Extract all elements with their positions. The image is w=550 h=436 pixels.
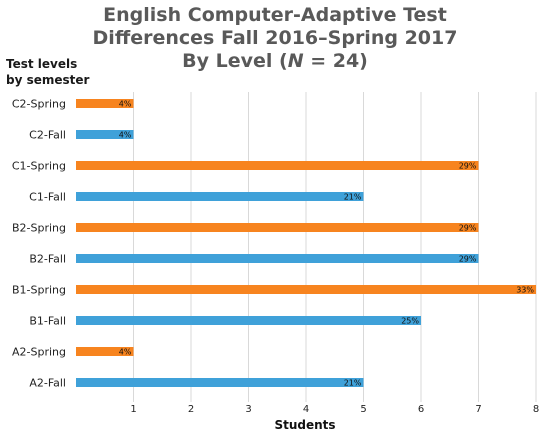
bar-a2-spring bbox=[76, 347, 134, 356]
x-tick-label: 2 bbox=[188, 404, 194, 415]
category-label: C1-Fall bbox=[29, 191, 66, 204]
bar-b2-fall bbox=[76, 254, 479, 263]
category-label: A2-Fall bbox=[29, 377, 66, 390]
data-label: 4% bbox=[119, 348, 132, 357]
bar-c1-spring bbox=[76, 161, 479, 170]
category-labels: C2-Spring C2-Fall C1-Spring C1-Fall B2-Sprin… bbox=[12, 98, 66, 390]
chart-title-line-3-end: = 24) bbox=[303, 50, 368, 72]
chart-title-line-2: Differences Fall 2016–Spring 2017 bbox=[92, 27, 458, 49]
x-tick-labels: 1 2 3 4 5 6 7 8 bbox=[130, 404, 539, 415]
chart-title-n-symbol: N bbox=[287, 50, 304, 72]
bar-c1-fall bbox=[76, 192, 364, 201]
data-label: 25% bbox=[401, 317, 419, 326]
y-axis-label-line-1: Test levels bbox=[6, 57, 78, 71]
gridlines bbox=[133, 92, 537, 402]
category-label: B1-Fall bbox=[29, 315, 66, 328]
chart-title-line-1: English Computer-Adaptive Test bbox=[103, 4, 447, 26]
data-labels: 4% 4% 29% 21% 29% 29% 33% 25% 4% 21% bbox=[119, 100, 535, 388]
bar-a2-fall bbox=[76, 378, 364, 387]
data-label: 21% bbox=[344, 379, 362, 388]
data-label: 21% bbox=[344, 193, 362, 202]
x-tick-label: 8 bbox=[533, 404, 539, 415]
bar-c2-spring bbox=[76, 99, 134, 108]
data-label: 29% bbox=[459, 162, 477, 171]
category-label: C2-Spring bbox=[12, 98, 66, 111]
x-tick-label: 6 bbox=[418, 404, 424, 415]
x-axis-label: Students bbox=[274, 418, 335, 432]
x-tick-label: 7 bbox=[475, 404, 481, 415]
chart-title-line-3: By Level (N = 24) bbox=[0, 50, 550, 73]
bars bbox=[76, 99, 536, 387]
data-label: 4% bbox=[119, 100, 132, 109]
category-label: B2-Fall bbox=[29, 253, 66, 266]
bar-b1-fall bbox=[76, 316, 421, 325]
bar-c2-fall bbox=[76, 130, 134, 139]
x-tick-label: 4 bbox=[303, 404, 309, 415]
chart-title-line-3-start: By Level ( bbox=[182, 50, 288, 72]
x-tick-label: 5 bbox=[360, 404, 366, 415]
data-label: 4% bbox=[119, 131, 132, 140]
bar-b2-spring bbox=[76, 223, 479, 232]
data-label: 29% bbox=[459, 255, 477, 264]
bar-b1-spring bbox=[76, 285, 536, 294]
category-label: B1-Spring bbox=[12, 284, 66, 297]
chart-title: English Computer-Adaptive Test Differenc… bbox=[0, 4, 550, 73]
data-label: 29% bbox=[459, 224, 477, 233]
category-label: C1-Spring bbox=[12, 160, 66, 173]
data-label: 33% bbox=[516, 286, 534, 295]
category-label: B2-Spring bbox=[12, 222, 66, 235]
x-tick-label: 3 bbox=[245, 404, 251, 415]
y-axis-label-line-2: by semester bbox=[6, 73, 90, 87]
x-tick-label: 1 bbox=[130, 404, 136, 415]
y-axis-label: Test levels by semester bbox=[6, 56, 89, 88]
category-label: A2-Spring bbox=[12, 346, 66, 359]
category-label: C2-Fall bbox=[29, 129, 66, 142]
